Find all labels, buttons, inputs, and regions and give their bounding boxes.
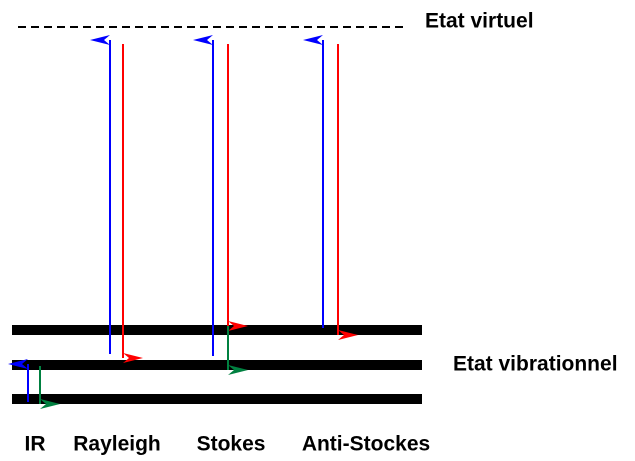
vibrational-level xyxy=(12,360,422,370)
transition-label: Stokes xyxy=(197,433,266,456)
transition-label: IR xyxy=(25,433,46,456)
virtual-label: Etat virtuel xyxy=(425,10,534,33)
vibrational-label: Etat vibrationnel xyxy=(453,353,618,376)
transition-label: Rayleigh xyxy=(73,433,161,456)
transition-label: Anti-Stockes xyxy=(302,433,430,456)
vibrational-level xyxy=(12,325,422,335)
ground-level xyxy=(12,394,422,404)
